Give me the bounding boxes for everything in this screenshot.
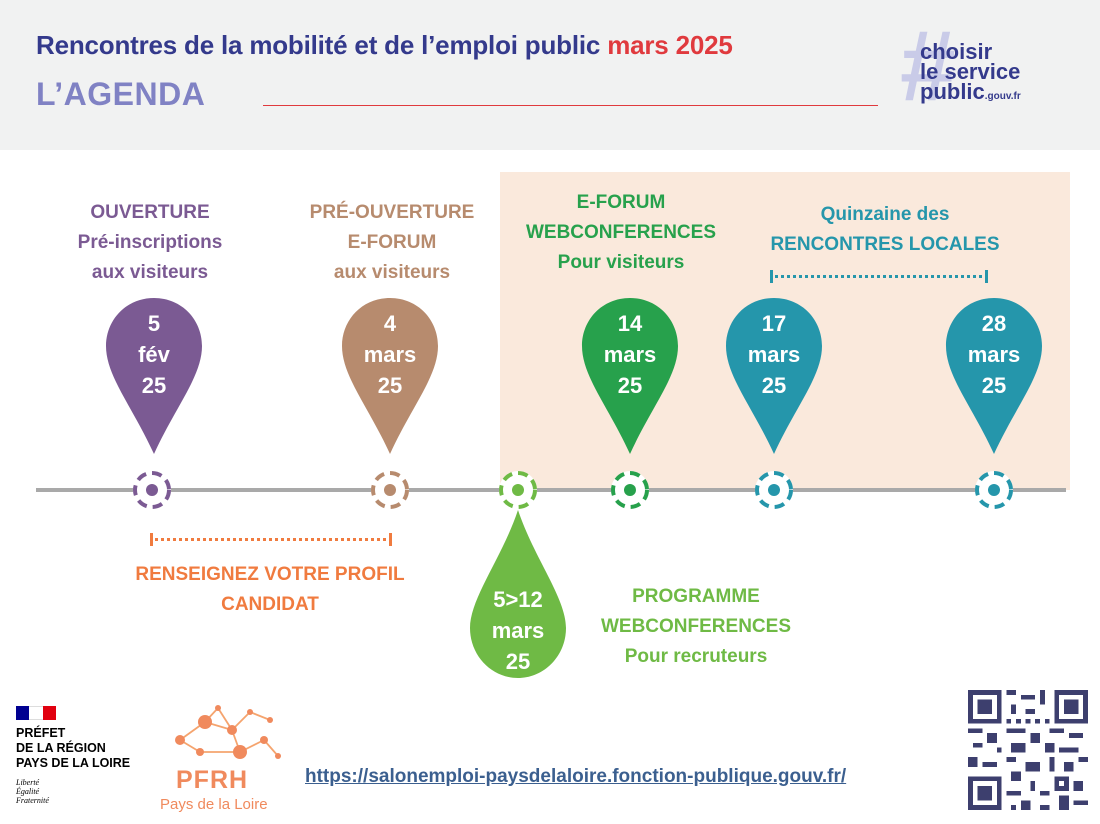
drop-5-12-mars: 5>12 mars 25 (468, 508, 568, 680)
pin-5-fev-month: fév (138, 342, 170, 367)
pin-4-mars-day: 4 (383, 311, 397, 336)
drop-5-12-mars-year: 25 (505, 649, 531, 674)
brand-line-2: le service (920, 59, 1021, 84)
label-eforum-title: E-FORUM (576, 192, 666, 213)
pin-5-fev: 5 fév 25 (104, 296, 214, 454)
pin-28-mars-date: 28 mars 25 (944, 308, 1044, 401)
pin-14-mars-year: 25 (617, 373, 643, 398)
pin-28-mars-month: mars (967, 342, 1021, 367)
pin-28-mars: 28 mars 25 (944, 296, 1054, 454)
profil-range-bracket (150, 533, 392, 546)
brand-line-1: choisir (920, 39, 993, 64)
drop-5-12-mars-shape (470, 510, 566, 678)
marker-5-mars (499, 471, 537, 509)
prefet-line-1: PRÉFET (16, 726, 66, 740)
marker-17-mars (755, 471, 793, 509)
pin-5-fev-year: 25 (141, 373, 167, 398)
motto-liberte: Liberté (16, 778, 40, 787)
label-ouverture: OUVERTURE Pré-inscriptions aux visiteurs (60, 198, 240, 288)
label-profil-line1: RENSEIGNEZ VOTRE PROFIL (135, 564, 405, 585)
pin-14-mars: 14 mars 25 (580, 296, 690, 454)
pin-4-mars-shape (342, 298, 438, 454)
pin-28-mars-year: 25 (981, 373, 1007, 398)
title-date: mars 2025 (607, 30, 733, 60)
marker-28-mars (975, 471, 1013, 509)
pin-28-mars-shape (946, 298, 1042, 454)
pin-17-mars-year: 25 (761, 373, 787, 398)
pin-4-mars: 4 mars 25 (340, 296, 450, 454)
label-ouverture-line2: Pré-inscriptions (77, 232, 223, 253)
label-preouverture: PRÉ-OUVERTURE E-FORUM aux visiteurs (290, 198, 494, 288)
label-programme: PROGRAMME WEBCONFERENCES Pour recruteurs (578, 582, 814, 672)
pin-14-mars-shape (582, 298, 678, 454)
qr-code-icon[interactable] (968, 690, 1088, 810)
pin-5-fev-date: 5 fév 25 (104, 308, 204, 401)
pin-14-mars-month: mars (603, 342, 657, 367)
label-programme-line3: Pour recruteurs (624, 646, 768, 667)
label-programme-line2: WEBCONFERENCES (600, 616, 791, 637)
pin-28-mars-day: 28 (981, 311, 1007, 336)
pin-17-mars: 17 mars 25 (724, 296, 834, 454)
label-quinzaine-line1: Quinzaine des (820, 204, 950, 225)
pin-4-mars-month: mars (363, 342, 417, 367)
label-preouverture-line2: E-FORUM (347, 232, 437, 253)
label-quinzaine-line2: RENCONTRES LOCALES (770, 234, 1000, 255)
brand-suffix: .gouv.fr (984, 91, 1021, 102)
pfrh-region: Pays de la Loire (160, 796, 268, 813)
pin-17-mars-shape (726, 298, 822, 454)
motto-egalite: Égalité (16, 787, 40, 796)
marker-4-mars (371, 471, 409, 509)
pin-5-fev-day: 5 (147, 311, 161, 336)
pin-17-mars-date: 17 mars 25 (724, 308, 824, 401)
pin-4-mars-year: 25 (377, 373, 403, 398)
pin-14-mars-day: 14 (617, 311, 643, 336)
choisir-le-service-public-logo: # choisir le service public.gouv.fr (900, 16, 1070, 128)
quinzaine-range-bracket (770, 270, 988, 283)
marianne-flag-icon (16, 706, 56, 720)
label-quinzaine: Quinzaine des RENCONTRES LOCALES (745, 200, 1025, 260)
marker-14-mars (611, 471, 649, 509)
page-title: Rencontres de la mobilité et de l’emploi… (36, 30, 733, 61)
pfrh-title: PFRH (176, 766, 249, 794)
drop-5-12-mars-day: 5>12 (493, 587, 543, 612)
salon-url-link[interactable]: https://salonemploi-paysdelaloire.foncti… (305, 766, 847, 787)
label-ouverture-title: OUVERTURE (90, 202, 210, 223)
label-eforum: E-FORUM WEBCONFERENCES Pour visiteurs (506, 188, 736, 278)
label-preouverture-line3: aux visiteurs (333, 262, 451, 283)
label-profil: RENSEIGNEZ VOTRE PROFIL CANDIDAT (100, 560, 440, 620)
pin-17-mars-month: mars (747, 342, 801, 367)
label-preouverture-title: PRÉ-OUVERTURE (309, 202, 475, 223)
brand-line-3: public (920, 79, 985, 104)
pin-17-mars-day: 17 (761, 311, 787, 336)
label-eforum-line2: WEBCONFERENCES (525, 222, 716, 243)
title-underline (263, 105, 878, 106)
drop-5-12-mars-date: 5>12 mars 25 (468, 584, 568, 677)
timeline-axis (36, 488, 1066, 492)
label-eforum-line3: Pour visiteurs (557, 252, 685, 273)
label-ouverture-line3: aux visiteurs (91, 262, 209, 283)
hash-icon: # (900, 10, 956, 122)
pfrh-logo: PFRH Pays de la Loire (160, 700, 285, 818)
title-main: Rencontres de la mobilité et de l’emploi… (36, 30, 601, 60)
label-programme-title: PROGRAMME (632, 586, 760, 607)
header-band (0, 0, 1100, 150)
network-icon (175, 705, 281, 759)
drop-5-12-mars-month: mars (491, 618, 545, 643)
prefet-line-2: DE LA RÉGION (16, 741, 106, 755)
pin-4-mars-date: 4 mars 25 (340, 308, 440, 401)
motto-fraternite: Fraternité (16, 796, 49, 805)
prefet-logo: PRÉFET DE LA RÉGION PAYS DE LA LOIRE Lib… (16, 706, 176, 805)
page-subtitle: L’AGENDA (36, 76, 206, 112)
pin-14-mars-date: 14 mars 25 (580, 308, 680, 401)
marker-5-fev (133, 471, 171, 509)
prefet-line-3: PAYS DE LA LOIRE (16, 756, 131, 770)
label-profil-line2: CANDIDAT (221, 594, 319, 615)
pin-5-fev-shape (106, 298, 202, 454)
